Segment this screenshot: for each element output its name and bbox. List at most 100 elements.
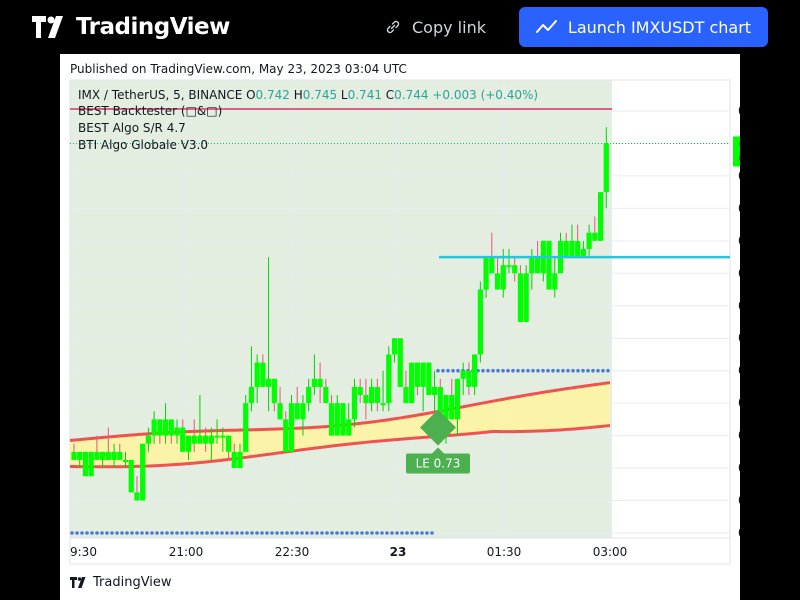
candle xyxy=(168,419,174,444)
candle xyxy=(506,248,512,274)
candle xyxy=(100,451,106,469)
brand[interactable]: TradingView xyxy=(32,12,230,42)
candle-body xyxy=(603,143,609,193)
support-dot xyxy=(491,368,495,373)
candle xyxy=(317,362,323,404)
candle-body xyxy=(580,248,586,258)
candle-body xyxy=(77,451,83,460)
footer-brand-name: TradingView xyxy=(93,575,172,590)
support-dot xyxy=(390,531,394,535)
support-dot xyxy=(451,368,455,373)
support-dot xyxy=(360,531,364,535)
candle-body xyxy=(489,257,495,274)
candle xyxy=(277,386,283,420)
candle-body xyxy=(420,362,426,387)
copy-link-button[interactable]: Copy link xyxy=(384,10,486,44)
candle-body xyxy=(260,362,266,387)
candle-body xyxy=(122,459,129,462)
support-dot xyxy=(250,531,254,535)
support-dot xyxy=(310,531,314,535)
support-dot xyxy=(285,531,289,535)
candle-body xyxy=(391,338,398,355)
candle-body xyxy=(151,419,157,436)
candle-body xyxy=(317,378,323,387)
candle-body xyxy=(105,451,111,460)
y-tick-label: 0.746 xyxy=(738,104,740,118)
candle-body xyxy=(357,386,363,396)
candle xyxy=(517,265,524,322)
support-dot xyxy=(551,368,555,373)
candle-body xyxy=(477,289,483,355)
support-dot xyxy=(205,531,209,535)
candle xyxy=(512,257,518,282)
support-dot xyxy=(601,368,605,373)
entry-label-pointer xyxy=(432,447,444,454)
support-dot xyxy=(230,531,234,535)
candle-body xyxy=(128,459,134,493)
candle xyxy=(162,403,169,444)
candle xyxy=(391,338,398,363)
candle xyxy=(145,427,152,452)
footer-brand: TradingView xyxy=(70,575,172,590)
candle-body xyxy=(466,370,472,387)
candle xyxy=(597,192,604,241)
candle xyxy=(260,354,266,387)
indicator-legend-item: BEST Algo S/R 4.7 xyxy=(78,121,186,135)
support-dot xyxy=(220,531,224,535)
support-dot xyxy=(335,531,339,535)
candle xyxy=(466,362,472,396)
support-dot xyxy=(596,368,600,373)
support-dot xyxy=(275,531,279,535)
support-dot xyxy=(441,368,445,373)
candle xyxy=(357,378,363,404)
support-dot xyxy=(400,531,404,535)
y-tick-label: 0.742 xyxy=(738,169,740,183)
candle-body xyxy=(426,362,432,396)
support-dot xyxy=(225,531,229,535)
candle xyxy=(374,378,380,412)
candle xyxy=(340,403,346,436)
candle-body xyxy=(506,265,512,268)
support-dot xyxy=(70,531,74,535)
candle-body xyxy=(243,403,249,452)
candle xyxy=(220,427,226,452)
support-dot xyxy=(456,368,460,373)
candle xyxy=(105,427,111,460)
candle-body xyxy=(512,265,518,274)
candle xyxy=(431,370,438,412)
support-dot xyxy=(571,368,575,373)
entry-label-text: LE 0.73 xyxy=(416,457,461,471)
support-dot xyxy=(325,531,329,535)
support-dot xyxy=(95,531,99,535)
support-dot xyxy=(410,531,414,535)
candle-body xyxy=(409,362,415,404)
candle-body xyxy=(277,403,283,420)
candle-body xyxy=(575,240,581,258)
support-dot xyxy=(506,368,510,373)
tradingview-logo-icon xyxy=(32,16,63,38)
support-dot xyxy=(115,531,119,535)
candle-body xyxy=(340,403,346,436)
support-dot xyxy=(150,531,154,535)
legend-ohlc: IMX / TetherUS, 5, BINANCE O0.742 H0.745… xyxy=(78,88,538,102)
candle-body xyxy=(534,257,541,274)
support-dot xyxy=(210,531,214,535)
candle xyxy=(460,362,466,396)
candle-body xyxy=(162,419,169,436)
candle xyxy=(380,370,386,412)
y-tick-label: 0.722 xyxy=(738,494,740,508)
candle xyxy=(414,362,421,396)
last-price-value: 0.744 xyxy=(739,137,740,151)
support-dot xyxy=(365,531,369,535)
support-dot xyxy=(170,531,174,535)
support-dot xyxy=(430,531,434,535)
candle-body xyxy=(185,435,192,452)
support-dot xyxy=(255,531,259,535)
candle xyxy=(197,395,203,444)
candle xyxy=(265,257,272,412)
candle-body xyxy=(180,427,186,452)
price-chart[interactable]: 0.720 0.722 0.724 0.726 0.728 0.730 0.732 0.734… xyxy=(60,54,740,600)
support-dot xyxy=(235,531,239,535)
launch-chart-button[interactable]: Launch IMXUSDT chart xyxy=(519,7,768,47)
candle-body xyxy=(334,403,340,436)
